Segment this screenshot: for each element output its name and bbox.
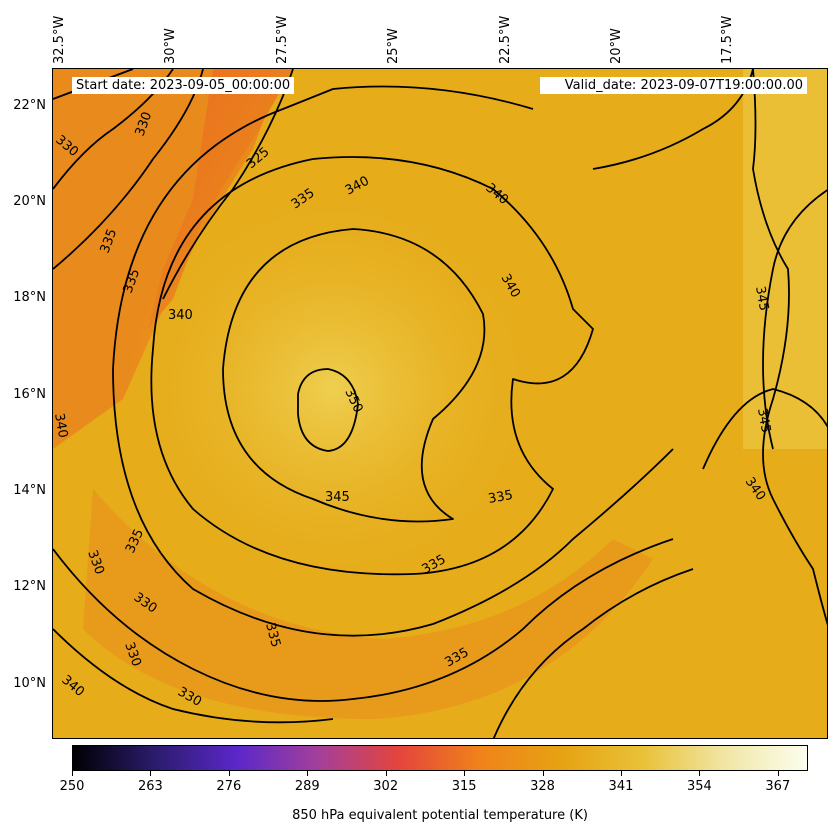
contour-335-ring [112, 85, 674, 637]
lon-label-30w: 30°W [163, 28, 178, 64]
field-cool-band-south [83, 489, 653, 719]
colorbar-tick [307, 771, 309, 776]
colorbar [72, 745, 808, 771]
contour-label-340-b: 340 [168, 308, 193, 323]
colorbar-tick-label: 367 [765, 779, 791, 794]
contour-330-s [53, 628, 334, 724]
valid-date-label: Valid_date: 2023-09-07T19:00:00.00 [540, 77, 807, 94]
colorbar-tick [777, 771, 779, 776]
field-warm-east [743, 69, 827, 449]
contour-label-345-b: 345 [752, 285, 771, 312]
contour-345-inner [222, 228, 486, 523]
colorbar-tick [228, 771, 230, 776]
start-date-label: Start date: 2023-09-05_00:00:00 [72, 77, 295, 94]
colorbar-tick [464, 771, 466, 776]
lat-label-18n: 18°N [13, 290, 46, 305]
lat-label-10n: 10°N [13, 676, 46, 691]
contour-label-335-d: 335 [487, 488, 514, 507]
lon-label-25w: 25°W [386, 28, 401, 64]
lat-label-16n: 16°N [13, 387, 46, 402]
colorbar-tick-label: 341 [608, 779, 634, 794]
colorbar-tick-label: 354 [686, 779, 712, 794]
colorbar-title: 850 hPa equivalent potential temperature… [292, 808, 588, 823]
coastline-west-africa [752, 69, 827, 626]
colorbar-tick [150, 771, 152, 776]
colorbar-tick [620, 771, 622, 776]
contour-325 [162, 69, 294, 300]
contour-345-east [762, 189, 827, 450]
contour-label-345-c: 345 [754, 407, 773, 434]
lon-label-22-5w: 22.5°W [498, 15, 513, 64]
lat-label-20n: 20°N [13, 194, 46, 209]
colorbar-tick-label: 328 [530, 779, 555, 794]
contour-335-sw [53, 538, 674, 702]
lon-label-27-5w: 27.5°W [275, 15, 290, 64]
colorbar-tick-label: 276 [216, 779, 242, 794]
colorbar-tick-label: 302 [373, 779, 399, 794]
contour-340-ring [150, 156, 594, 576]
colorbar-tick [385, 771, 387, 776]
map-plot-area: 325 330 330 335 335 335 340 340 340 340 … [52, 68, 828, 739]
contour-label-345-a: 345 [325, 490, 350, 505]
lon-label-17-5w: 17.5°W [720, 15, 735, 64]
lat-label-14n: 14°N [13, 483, 46, 498]
colorbar-tick [699, 771, 701, 776]
colorbar-tick-label: 315 [451, 779, 477, 794]
colorbar-tick-label: 289 [294, 779, 320, 794]
contour-label-335-g: 335 [262, 621, 283, 649]
colorbar-tick-label: 263 [138, 779, 163, 794]
contour-335-se [492, 568, 694, 738]
theta-e-map: 325 330 330 335 335 335 340 340 340 340 … [53, 69, 827, 738]
lat-label-12n: 12°N [13, 579, 46, 594]
lat-label-22n: 22°N [13, 98, 46, 113]
lon-label-20w: 20°W [609, 28, 624, 64]
field-warm-core [123, 189, 543, 589]
colorbar-tick [542, 771, 544, 776]
colorbar-tick [72, 771, 73, 776]
contour-340-east [702, 388, 827, 470]
contour-label-340-f: 340 [53, 412, 70, 439]
lon-label-32-5w: 32.5°W [52, 15, 67, 64]
colorbar-tick-label: 250 [59, 779, 85, 794]
contour-350-center [297, 368, 359, 452]
